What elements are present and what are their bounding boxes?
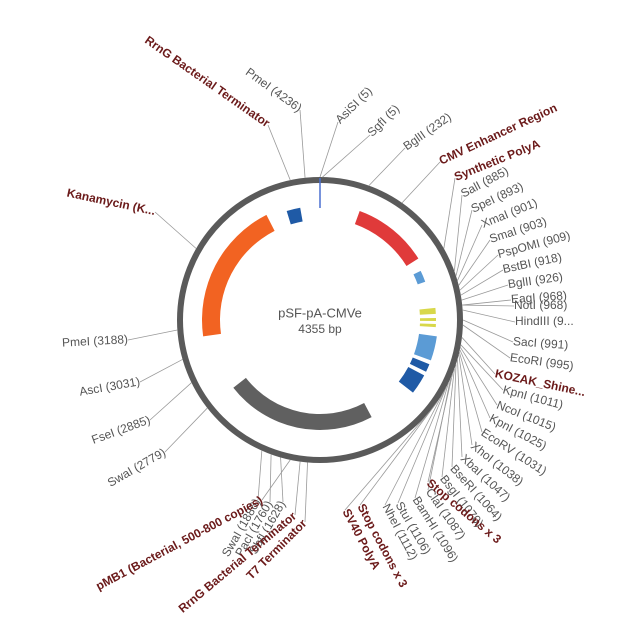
- leader-line: [269, 454, 272, 503]
- leader-line: [460, 347, 498, 406]
- site-label: EagI (968): [510, 288, 567, 306]
- site-label: EcoRI (995): [509, 350, 574, 373]
- leader-line: [304, 462, 308, 523]
- leader-line: [299, 109, 306, 178]
- feature-arc: [419, 323, 436, 328]
- features: [201, 207, 437, 430]
- leader-line: [127, 329, 178, 341]
- site-label: SacI (991): [513, 334, 569, 352]
- leader-line: [401, 161, 441, 204]
- feature-arc: [419, 317, 436, 322]
- leader-line: [322, 134, 371, 178]
- leader-line: [462, 299, 512, 306]
- feature-arc: [398, 366, 425, 393]
- site-label: SgfI (5): [364, 102, 402, 140]
- plasmid-size: 4355 bp: [298, 322, 342, 336]
- leader-line: [319, 121, 339, 178]
- feature-label: Kanamycin (K...: [66, 186, 157, 218]
- leader-line: [462, 309, 516, 323]
- leader-line: [458, 239, 491, 286]
- leader-line: [460, 344, 504, 391]
- feature-arc: [354, 210, 419, 266]
- site-label: FseI (2885): [90, 413, 152, 447]
- feature-arc: [286, 207, 303, 225]
- feature-arc: [409, 357, 430, 372]
- feature-arc: [419, 307, 436, 315]
- leader-line: [458, 354, 473, 446]
- leader-line: [280, 457, 284, 503]
- leader-line: [462, 319, 514, 343]
- site-label: HindIII (9...: [515, 314, 574, 328]
- leader-line: [462, 304, 515, 307]
- leader-line: [459, 349, 491, 419]
- leader-line: [139, 359, 183, 383]
- leader-line: [459, 254, 499, 291]
- leader-line: [441, 368, 455, 478]
- leader-line: [462, 324, 511, 359]
- leader-line: [344, 411, 430, 511]
- site-label: BglII (232): [401, 110, 454, 153]
- leader-line: [451, 364, 457, 468]
- leader-line: [384, 391, 445, 506]
- plasmid-name: pSF-pA-CMVe: [278, 305, 362, 320]
- leader-line: [427, 378, 452, 491]
- leader-line: [267, 124, 291, 181]
- leader-line: [453, 194, 463, 272]
- leader-line: [154, 211, 197, 249]
- feature-arc: [413, 333, 437, 361]
- leader-line: [359, 401, 438, 506]
- leader-line: [164, 407, 208, 453]
- feature-arc: [413, 270, 426, 285]
- leader-line: [397, 386, 447, 504]
- site-label: SwaI (2779): [105, 445, 168, 489]
- site-label: AsiSI (5): [332, 84, 374, 126]
- site-label: AscI (3031): [78, 374, 141, 398]
- leader-line: [461, 337, 496, 375]
- leader-line: [294, 461, 301, 516]
- leader-line: [257, 450, 263, 501]
- leader-line: [457, 359, 463, 458]
- leader-line: [368, 147, 406, 186]
- leader-line: [427, 373, 453, 483]
- site-label: NotI (968): [514, 298, 567, 312]
- leader-line: [455, 209, 473, 276]
- leader-line: [460, 269, 504, 296]
- leader-line: [261, 459, 291, 501]
- feature-arc: [233, 377, 372, 430]
- leader-lines: [127, 109, 516, 523]
- leader-line: [457, 224, 483, 281]
- feature-arc: [201, 214, 275, 337]
- leader-line: [443, 177, 456, 249]
- leader-line: [414, 382, 449, 499]
- site-label: PmeI (3188): [62, 332, 129, 349]
- leader-line: [149, 382, 192, 421]
- leader-line: [461, 284, 509, 301]
- leader-line: [458, 352, 483, 433]
